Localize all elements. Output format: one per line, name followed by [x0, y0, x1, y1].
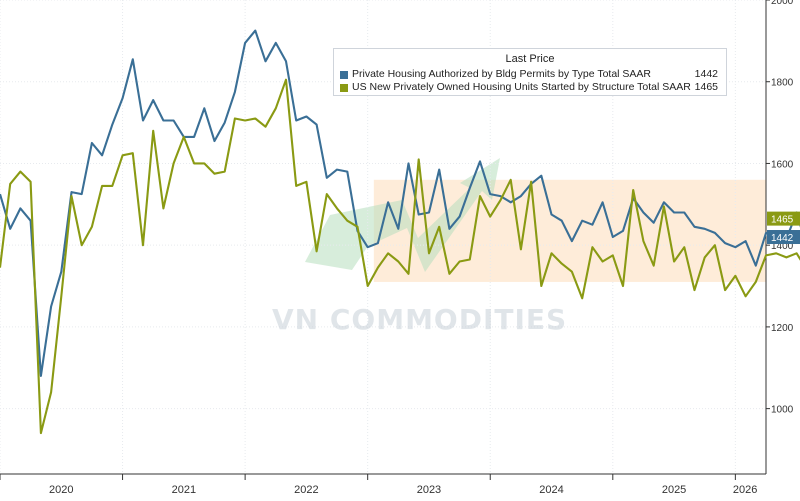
y-tick-label: 1600 [771, 159, 794, 170]
last-value-tag-text: 1465 [771, 215, 794, 226]
x-tick-label: 2022 [294, 484, 318, 496]
legend-swatch-series-2 [340, 84, 348, 92]
x-tick-label: 2020 [49, 484, 73, 496]
y-tick-label: 1400 [771, 241, 794, 252]
legend-value-series-1: 1442 [694, 68, 718, 80]
x-tick-label: 2021 [172, 484, 196, 496]
legend-entry-series-1: Private Housing Authorized by Bldg Permi… [340, 68, 718, 82]
y-tick-label: 1800 [771, 78, 794, 89]
legend-label-series-1: Private Housing Authorized by Bldg Permi… [352, 68, 652, 80]
y-tick-label: 1200 [771, 323, 794, 334]
y-tick-label: 1000 [771, 405, 794, 416]
x-tick-label: 2025 [662, 484, 686, 496]
legend-value-series-2: 1465 [694, 81, 718, 93]
x-tick-label: 2023 [417, 484, 441, 496]
watermark-arrow-icon [305, 158, 500, 272]
series-line-1 [0, 29, 800, 377]
x-tick-label: 2026 [733, 484, 757, 496]
last-value-tag [767, 211, 800, 226]
watermark-text: VN COMMODITIES [272, 303, 568, 336]
x-tick-label: 2024 [539, 484, 563, 496]
legend: Last Price Private Housing Authorized by… [333, 48, 727, 96]
legend-label-series-2: US New Privately Owned Housing Units Sta… [352, 81, 691, 93]
legend-entry-series-2: US New Privately Owned Housing Units Sta… [340, 81, 718, 95]
last-value-tag-text: 1442 [771, 233, 794, 244]
legend-title: Last Price [505, 53, 555, 65]
last-value-tag [767, 230, 800, 245]
legend-swatch-series-1 [340, 71, 348, 79]
y-tick-label: 2000 [771, 0, 794, 7]
series-line-2 [0, 78, 800, 435]
